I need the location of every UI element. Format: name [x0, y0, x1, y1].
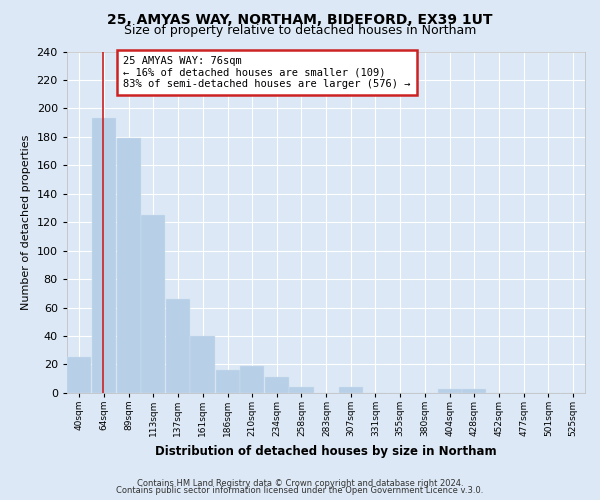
Bar: [67, 358, 91, 393]
Bar: [265, 377, 289, 393]
Text: 25 AMYAS WAY: 76sqm
← 16% of detached houses are smaller (109)
83% of semi-detac: 25 AMYAS WAY: 76sqm ← 16% of detached ho…: [123, 56, 410, 89]
Text: 25, AMYAS WAY, NORTHAM, BIDEFORD, EX39 1UT: 25, AMYAS WAY, NORTHAM, BIDEFORD, EX39 1…: [107, 12, 493, 26]
Bar: [462, 388, 486, 393]
Y-axis label: Number of detached properties: Number of detached properties: [21, 134, 31, 310]
Bar: [142, 215, 166, 393]
Bar: [216, 370, 239, 393]
Text: Contains public sector information licensed under the Open Government Licence v.: Contains public sector information licen…: [116, 486, 484, 495]
X-axis label: Distribution of detached houses by size in Northam: Distribution of detached houses by size …: [155, 444, 497, 458]
Bar: [117, 138, 141, 393]
Bar: [190, 336, 215, 393]
Bar: [240, 366, 264, 393]
Text: Contains HM Land Registry data © Crown copyright and database right 2024.: Contains HM Land Registry data © Crown c…: [137, 478, 463, 488]
Bar: [437, 388, 461, 393]
Bar: [166, 299, 190, 393]
Bar: [289, 387, 314, 393]
Bar: [92, 118, 116, 393]
Text: Size of property relative to detached houses in Northam: Size of property relative to detached ho…: [124, 24, 476, 37]
Bar: [339, 387, 363, 393]
